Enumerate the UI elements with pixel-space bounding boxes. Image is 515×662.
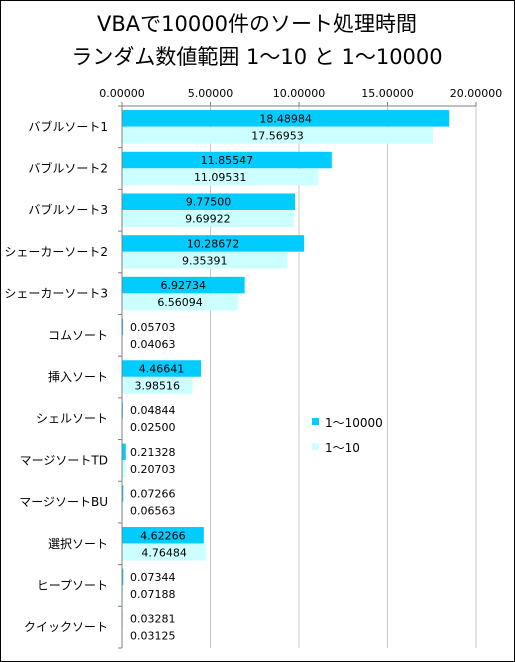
category-label: バブルソート1	[28, 119, 108, 134]
data-label: 11.09531	[194, 171, 247, 184]
chart-title-line1: VBAで10000件のソート処理時間	[97, 12, 417, 36]
data-label: 9.69922	[185, 213, 231, 226]
bar	[122, 318, 124, 336]
category-label: ヒープソート	[37, 578, 108, 592]
bar	[122, 485, 124, 502]
bars-layer: 18.48984 17.56953 11.85547 11.09531 9.77500 9…	[122, 110, 450, 644]
category-label: バブルソート3	[28, 202, 108, 217]
data-label: 0.04063	[130, 338, 176, 351]
data-label: 4.62266	[140, 529, 186, 542]
data-label: 6.56094	[157, 296, 203, 309]
category-label: バブルソート2	[28, 161, 108, 176]
bar	[122, 235, 305, 252]
data-label: 3.98516	[135, 380, 181, 393]
bar	[122, 502, 124, 519]
legend-label: 1～10	[325, 441, 360, 455]
data-label: 9.35391	[182, 254, 228, 267]
bar	[122, 293, 239, 311]
bar	[122, 193, 296, 210]
bar	[122, 568, 124, 586]
category-label: コムソート	[48, 328, 108, 342]
data-label: 18.48984	[259, 112, 312, 125]
data-label: 11.85547	[201, 154, 254, 167]
data-label: 17.56953	[251, 129, 304, 142]
bar	[122, 527, 204, 544]
bar	[122, 110, 450, 127]
bar	[122, 460, 126, 478]
legend: 1～10000 1～10	[312, 416, 383, 455]
data-label: 9.77500	[186, 196, 232, 209]
category-label: 選択ソート	[48, 537, 108, 551]
bar	[122, 127, 433, 144]
data-label: 10.28672	[187, 237, 240, 250]
x-tick-label: 20.00000	[450, 87, 503, 100]
x-tick-label: 5.00000	[188, 87, 234, 100]
data-label: 0.21328	[130, 446, 176, 459]
bar	[122, 276, 245, 294]
legend-swatch	[312, 418, 319, 425]
bar	[122, 544, 207, 561]
bar	[122, 168, 319, 186]
data-label: 0.03281	[130, 613, 176, 626]
axis-layer: 0.00000 5.00000 10.00000 15.00000 20.00000 バブ…	[4, 87, 503, 649]
grid-layer	[210, 106, 477, 648]
data-label: 0.03125	[130, 630, 176, 643]
category-label: シェルソート	[36, 412, 108, 426]
data-label: 0.04844	[130, 404, 176, 417]
category-label: マージソートBU	[19, 495, 108, 509]
category-label: シェーカーソート2	[4, 245, 108, 259]
bar	[122, 443, 126, 461]
data-label: 0.05703	[130, 321, 176, 334]
data-label: 4.76484	[141, 546, 187, 559]
data-label: 0.20703	[130, 463, 176, 476]
data-label: 6.92734	[161, 279, 207, 292]
category-label: シェーカーソート3	[4, 287, 108, 301]
data-label: 0.07188	[130, 588, 176, 601]
legend-label: 1～10000	[325, 416, 383, 430]
category-label: マージソートTD	[20, 453, 108, 467]
bar	[122, 151, 332, 169]
data-label: 0.02500	[130, 421, 176, 434]
data-label: 0.06563	[130, 505, 176, 518]
x-tick-label: 0.00000	[99, 87, 145, 100]
bar	[122, 360, 202, 377]
x-tick-label: 15.00000	[361, 87, 414, 100]
data-label: 0.07344	[130, 571, 176, 584]
legend-swatch	[312, 443, 319, 450]
data-label: 0.07266	[130, 488, 176, 501]
category-label: 挿入ソート	[48, 370, 108, 384]
category-label: クイックソート	[24, 620, 108, 634]
bar	[122, 585, 124, 603]
bar	[122, 377, 193, 394]
x-tick-label: 10.00000	[273, 87, 326, 100]
chart-title-line2: ランダム数値範囲 1～10 と 1～10000	[71, 45, 442, 69]
bar	[122, 210, 294, 227]
data-label: 4.46641	[139, 363, 185, 376]
bar	[122, 252, 288, 269]
